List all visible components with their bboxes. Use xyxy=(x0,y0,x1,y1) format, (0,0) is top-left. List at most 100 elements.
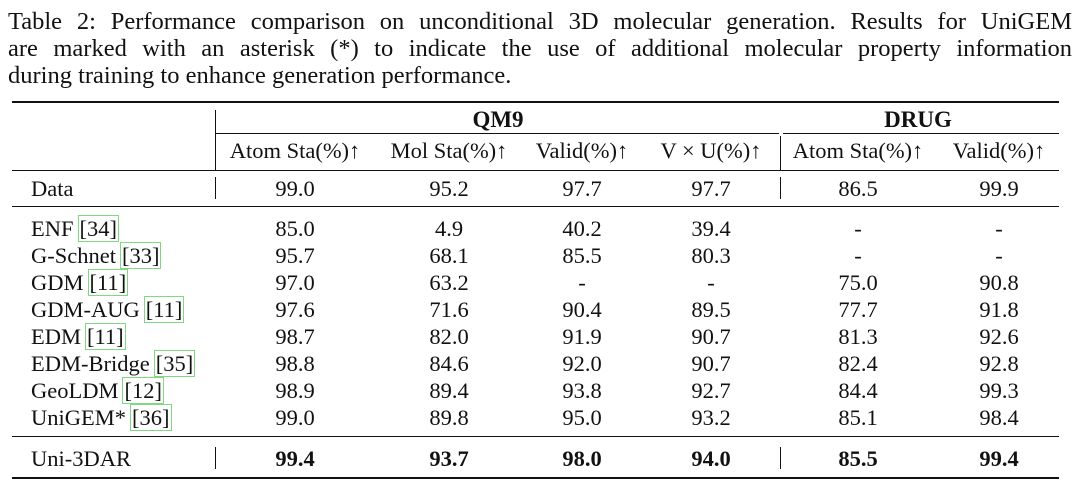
table-cell-best: 94.0 xyxy=(691,446,731,471)
table-cell: - xyxy=(578,270,586,295)
table-cell-best: 99.4 xyxy=(275,446,315,471)
table-cell: - xyxy=(854,216,862,241)
group-header-qm9: QM9 xyxy=(472,107,524,132)
method-name: EDM xyxy=(31,324,81,349)
row-label-uni-3dar: Uni-3DAR xyxy=(31,446,131,471)
table-cell: 99.0 xyxy=(275,176,315,201)
column-header: Valid(%)↑ xyxy=(535,138,629,163)
method-column-separator xyxy=(215,447,216,469)
table-cell: 82.4 xyxy=(838,351,878,376)
row-label-enf: ENF [34] xyxy=(31,215,120,242)
method-name: EDM-Bridge xyxy=(31,351,150,376)
table-cell: 92.0 xyxy=(562,351,602,376)
row-label-edm: EDM [11] xyxy=(31,323,126,350)
table-cell: 99.3 xyxy=(979,378,1019,403)
table-cell: 98.7 xyxy=(275,324,315,349)
table-cell: 99.0 xyxy=(275,405,315,430)
citation-link[interactable]: [11] xyxy=(87,269,129,296)
table-cell-best: 99.4 xyxy=(979,446,1019,471)
table-cell: 97.7 xyxy=(562,176,602,201)
table-cell: 90.4 xyxy=(562,297,602,322)
method-name: GDM xyxy=(31,270,84,295)
row-label-g-schnet: G-Schnet [33] xyxy=(31,242,162,269)
ours-row-rule xyxy=(12,436,1059,437)
table-cell: 92.8 xyxy=(979,351,1019,376)
table-cell: 71.6 xyxy=(429,297,469,322)
table-cell: 75.0 xyxy=(838,270,878,295)
table-cell: 4.9 xyxy=(434,216,464,241)
citation-link[interactable]: [12] xyxy=(122,377,164,404)
table-cell: 91.8 xyxy=(979,297,1019,322)
method-name: G-Schnet xyxy=(31,243,116,268)
table-cell: 95.2 xyxy=(429,176,469,201)
table-cell: 90.7 xyxy=(691,351,731,376)
method-name: GeoLDM xyxy=(31,378,119,403)
drug-group-rule xyxy=(783,133,1059,134)
table-cell-best: 85.5 xyxy=(838,446,878,471)
table-bottom-rule xyxy=(12,477,1059,479)
row-label-edm-bridge: EDM-Bridge [35] xyxy=(31,350,196,377)
table-cell: 93.8 xyxy=(562,378,602,403)
method-column-separator xyxy=(215,177,216,199)
table-cell: - xyxy=(707,270,715,295)
table-cell: 97.0 xyxy=(275,270,315,295)
method-column-separator xyxy=(215,110,216,170)
citation-link[interactable]: [11] xyxy=(85,323,126,350)
citation-link[interactable]: [33] xyxy=(119,242,162,269)
table-cell-best: 98.0 xyxy=(562,446,602,471)
table-cell: 90.7 xyxy=(691,324,731,349)
table-cell: 98.8 xyxy=(275,351,315,376)
table-top-rule xyxy=(12,101,1059,103)
group-column-separator xyxy=(780,136,781,170)
group-column-separator xyxy=(780,447,781,469)
column-header: Atom Sta(%)↑ xyxy=(229,138,361,163)
column-header: Valid(%)↑ xyxy=(952,138,1046,163)
table-cell: 68.1 xyxy=(429,243,469,268)
table-cell: 89.5 xyxy=(691,297,731,322)
table-cell: 40.2 xyxy=(562,216,602,241)
table-cell: 81.3 xyxy=(838,324,878,349)
row-label-unigem: UniGEM* [36] xyxy=(31,404,172,431)
table-cell: 63.2 xyxy=(429,270,469,295)
caption-line: during training to enhance generation pe… xyxy=(8,62,512,89)
table-cell: 89.4 xyxy=(429,378,469,403)
data-row-rule xyxy=(12,206,1059,207)
table-cell: 91.9 xyxy=(562,324,602,349)
group-column-separator xyxy=(780,177,781,199)
table-cell: 84.4 xyxy=(838,378,878,403)
citation-link[interactable]: [35] xyxy=(153,350,196,377)
table-cell: 95.7 xyxy=(275,243,315,268)
table-cell: 98.9 xyxy=(275,378,315,403)
table-cell: 97.6 xyxy=(275,297,315,322)
caption-line: are marked with an asterisk (*) to indic… xyxy=(8,35,1072,62)
table-cell-best: 93.7 xyxy=(429,446,469,471)
column-header: Mol Sta(%)↑ xyxy=(390,138,508,163)
method-name: ENF xyxy=(31,216,74,241)
table-cell: - xyxy=(995,216,1003,241)
table-cell: 89.8 xyxy=(429,405,469,430)
citation-link[interactable]: [11] xyxy=(143,296,185,323)
method-name: GDM-AUG xyxy=(31,297,140,322)
table-cell: 85.1 xyxy=(838,405,878,430)
table-caption: Table 2: Performance comparison on uncon… xyxy=(8,8,1072,89)
table-cell: 77.7 xyxy=(838,297,878,322)
table-cell: 80.3 xyxy=(691,243,731,268)
table-cell: - xyxy=(854,243,862,268)
caption-line: Table 2: Performance comparison on uncon… xyxy=(8,8,1072,35)
table-cell: 90.8 xyxy=(979,270,1019,295)
group-header-drug: DRUG xyxy=(884,107,952,132)
table-cell: 86.5 xyxy=(838,176,878,201)
citation-link[interactable]: [36] xyxy=(130,404,172,431)
table-cell: 92.6 xyxy=(979,324,1019,349)
table-cell: 98.4 xyxy=(979,405,1019,430)
row-label-gdm-aug: GDM-AUG [11] xyxy=(31,296,185,323)
row-label-data: Data xyxy=(31,176,74,201)
citation-link[interactable]: [34] xyxy=(77,215,120,242)
column-header: V × U(%)↑ xyxy=(660,138,762,163)
table-cell: 92.7 xyxy=(691,378,731,403)
row-label-gdm: GDM [11] xyxy=(31,269,129,296)
table-cell: 82.0 xyxy=(429,324,469,349)
table-cell: 85.5 xyxy=(562,243,602,268)
row-label-geoldm: GeoLDM [12] xyxy=(31,377,164,404)
